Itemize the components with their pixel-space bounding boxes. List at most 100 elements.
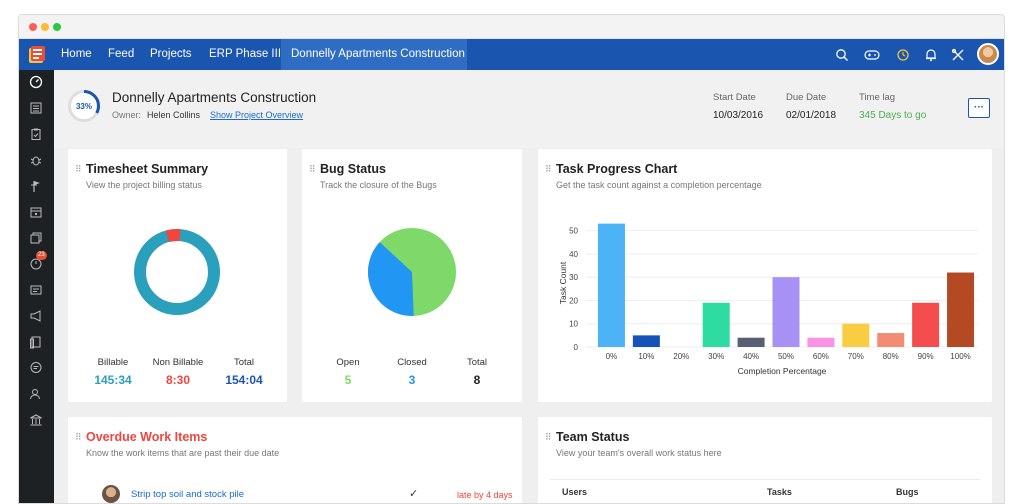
non-billable-label: Non Billable <box>152 357 204 368</box>
bug-status-card: ⠿ Bug Status Track the closure of the Bu… <box>302 149 522 402</box>
nav-donnelly-apartments[interactable]: Donnelly Apartments Construction <box>281 39 467 70</box>
billable-value: 145:34 <box>94 373 132 387</box>
bug-status-pie-chart <box>368 228 456 316</box>
bugs-column-header[interactable]: Bugs <box>896 487 919 497</box>
minimize-window-button[interactable] <box>41 23 49 31</box>
nav-projects[interactable]: Projects <box>150 48 192 60</box>
due-date-label: Due Date <box>786 92 827 103</box>
x-axis-label: Completion Percentage <box>738 366 827 376</box>
bar <box>597 223 625 347</box>
total-bugs-value: 8 <box>473 373 481 387</box>
start-date-label: Start Date <box>713 92 756 103</box>
assignee-avatar <box>102 485 120 503</box>
timesheet-donut-chart <box>134 229 220 315</box>
reports-icon[interactable] <box>28 334 44 350</box>
nav-erp-phase-iii[interactable]: ERP Phase III <box>209 48 282 60</box>
open-bugs-slice <box>368 242 414 316</box>
drag-handle-icon[interactable]: ⠿ <box>545 432 552 442</box>
timesheet-subtitle: View the project billing status <box>86 180 202 190</box>
app-window: Home Feed Projects ERP Phase III Donnell… <box>18 14 1005 504</box>
x-tick-label: 0% <box>606 352 618 361</box>
start-date-value: 10/03/2016 <box>713 110 764 121</box>
y-tick-label: 40 <box>569 250 578 259</box>
overdue-item-link[interactable]: Strip top soil and stock pile <box>131 489 245 500</box>
overdue-title: Overdue Work Items <box>86 430 208 444</box>
total-bugs-label: Total <box>466 357 488 368</box>
tasks-list-icon[interactable] <box>28 100 44 116</box>
check-icon: ✓ <box>409 488 419 500</box>
task-progress-title: Task Progress Chart <box>556 162 678 176</box>
invoice-icon[interactable] <box>28 282 44 298</box>
calendar-icon[interactable] <box>28 204 44 220</box>
timesheet-icon[interactable]: 23 <box>28 251 47 272</box>
maximize-window-button[interactable] <box>53 23 61 31</box>
bug-icon[interactable] <box>28 152 44 168</box>
x-tick-label: 90% <box>918 352 934 361</box>
owner-label: Owner: <box>112 110 142 120</box>
bug-status-title: Bug Status <box>320 162 386 176</box>
bar <box>632 335 660 347</box>
user-avatar[interactable] <box>977 43 999 65</box>
notification-badge: 23 <box>36 251 47 260</box>
y-tick-label: 10 <box>569 320 578 329</box>
megaphone-icon[interactable] <box>28 308 44 324</box>
billable-label: Billable <box>97 357 129 368</box>
total-hours-value: 154:04 <box>225 373 263 387</box>
gamepad-icon[interactable] <box>862 45 882 65</box>
x-tick-label: 80% <box>883 352 899 361</box>
x-tick-label: 70% <box>848 352 864 361</box>
bell-icon[interactable] <box>921 45 941 65</box>
more-options-button[interactable]: ··· <box>968 98 990 118</box>
task-progress-card: ⠿ Task Progress Chart Get the task count… <box>538 149 992 402</box>
timesheet-title: Timesheet Summary <box>86 162 209 176</box>
bar <box>842 323 870 347</box>
nav-home[interactable]: Home <box>61 48 92 60</box>
clipboard-icon[interactable] <box>28 126 44 142</box>
total-hours-label: Total <box>233 357 255 368</box>
chat-icon[interactable] <box>28 360 44 376</box>
team-status-subtitle: View your team's overall work status her… <box>556 448 722 458</box>
users-icon[interactable] <box>28 386 44 402</box>
x-tick-label: 60% <box>813 352 829 361</box>
overdue-item-status: late by 4 days <box>457 490 513 500</box>
y-tick-label: 30 <box>569 273 578 282</box>
timer-icon[interactable] <box>893 45 913 65</box>
drag-handle-icon[interactable]: ⠿ <box>75 432 82 442</box>
task-progress-subtitle: Get the task count against a completion … <box>556 180 762 190</box>
bar <box>772 277 800 347</box>
bar <box>877 333 905 347</box>
project-header: 33% Donnelly Apartments Construction Own… <box>54 70 1004 148</box>
overdue-subtitle: Know the work items that are past their … <box>86 448 280 458</box>
bug-status-subtitle: Track the closure of the Bugs <box>320 180 437 190</box>
x-tick-label: 20% <box>673 352 689 361</box>
progress-percent: 33% <box>76 102 92 111</box>
bar <box>947 272 975 347</box>
open-bugs-label: Open <box>336 357 360 368</box>
milestone-flag-icon[interactable] <box>28 178 44 194</box>
project-title: Donnelly Apartments Construction <box>112 90 317 105</box>
tools-icon[interactable] <box>948 45 968 65</box>
main-content: 33% Donnelly Apartments Construction Own… <box>54 70 1004 503</box>
x-tick-label: 40% <box>743 352 759 361</box>
due-date-value: 02/01/2018 <box>786 110 837 121</box>
documents-icon[interactable] <box>28 230 44 246</box>
task-progress-bar-chart: 0 10 20 30 40 50 0% 10% 20% 30% 40% 50% 60% 70% 80% 90%… <box>558 223 978 376</box>
nav-feed[interactable]: Feed <box>108 48 135 60</box>
drag-handle-icon[interactable]: ⠿ <box>545 164 552 174</box>
team-table-header: Users Tasks Bugs <box>550 479 980 503</box>
search-icon[interactable] <box>832 45 852 65</box>
drag-handle-icon[interactable]: ⠿ <box>75 164 82 174</box>
closed-bugs-value: 3 <box>408 373 416 387</box>
sidebar: 23 <box>19 70 54 503</box>
bar <box>912 302 940 347</box>
portal-bank-icon[interactable] <box>28 412 44 428</box>
dashboard-icon[interactable] <box>28 74 44 90</box>
x-tick-label: 10% <box>638 352 654 361</box>
drag-handle-icon[interactable]: ⠿ <box>309 164 316 174</box>
show-project-overview-link[interactable]: Show Project Overview <box>210 110 304 120</box>
closed-bugs-label: Closed <box>397 357 427 368</box>
tasks-column-header[interactable]: Tasks <box>767 487 792 497</box>
app-logo[interactable] <box>19 39 54 70</box>
users-column-header[interactable]: Users <box>562 487 588 497</box>
close-window-button[interactable] <box>29 23 37 31</box>
